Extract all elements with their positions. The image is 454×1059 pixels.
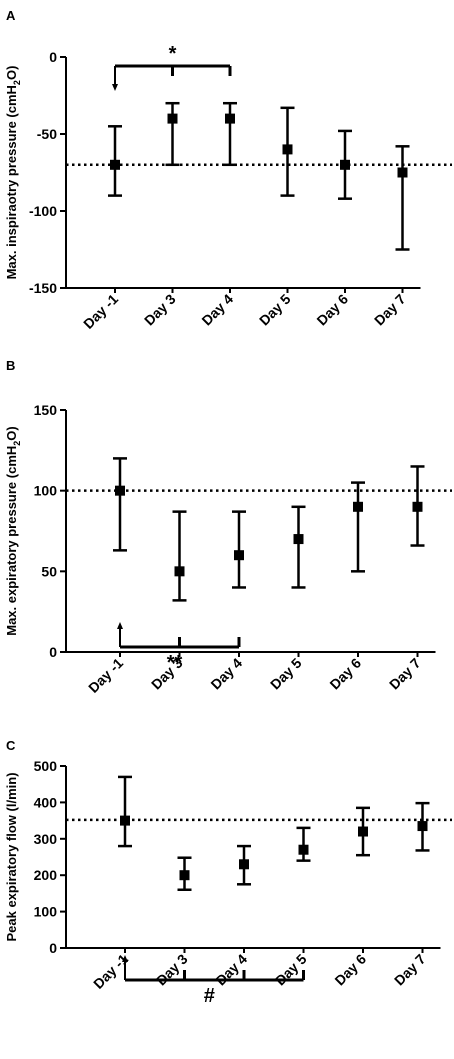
data-point (293, 534, 304, 545)
annotation-arrowhead (112, 84, 118, 91)
data-point (174, 566, 185, 577)
annotation-arrowhead (122, 955, 128, 962)
data-point (340, 159, 350, 170)
y-tick-label: -100 (29, 203, 57, 219)
x-tick-label: Day 5 (256, 291, 294, 329)
y-axis-title-main: Max. inspiraotry pressure (cmH (4, 85, 19, 279)
y-axis-title-tail: O) (4, 426, 19, 440)
panel-letter: C (6, 738, 16, 753)
x-tick-label: Day 5 (267, 655, 305, 693)
data-point (115, 485, 125, 496)
data-point (358, 826, 368, 837)
x-tick-label: Day -1 (85, 655, 126, 696)
annotation-arrowhead (117, 622, 123, 629)
y-axis-title: Peak expiratory flow (l/min) (4, 772, 19, 941)
data-point (412, 501, 423, 512)
data-point (298, 844, 309, 855)
chart-panel-a: A 0 -50 -100 -150 Day -1 Day 3 Day 4 Day 5 Day 6 D… (4, 8, 452, 332)
x-tick-label: Day 7 (371, 291, 409, 329)
y-tick-label: 0 (49, 940, 57, 956)
x-tick-label: Day 7 (391, 951, 429, 989)
data-point (239, 859, 249, 870)
y-tick-label: -50 (37, 126, 57, 142)
x-tick-label: Day 6 (326, 655, 364, 693)
y-tick-label: 300 (34, 831, 58, 847)
data-point (282, 144, 293, 155)
y-tick-label: 100 (34, 904, 58, 920)
panel-letter: A (6, 8, 16, 23)
data-point (110, 159, 120, 170)
y-tick-label: 200 (34, 867, 58, 883)
y-tick-label: 500 (34, 758, 58, 774)
y-tick-label: 0 (49, 49, 57, 65)
panel-letter: B (6, 358, 15, 373)
y-tick-label: 400 (34, 794, 58, 810)
x-tick-label: Day 6 (331, 951, 369, 989)
y-axis-title-subscript: 2 (12, 80, 22, 85)
x-tick-label: Day -1 (80, 291, 121, 332)
x-tick-label: Day 4 (198, 291, 236, 329)
y-axis-title: Max. expiratory pressure (cmH2O) (4, 426, 22, 636)
y-tick-label: 150 (34, 402, 58, 418)
x-tick-label: Day 7 (386, 655, 424, 693)
y-tick-label: 100 (34, 483, 58, 499)
x-tick-label: Day 3 (141, 291, 179, 329)
y-axis-title-tail: O) (4, 66, 19, 80)
annotation-label: # (204, 985, 215, 1007)
x-tick-label: Day 5 (272, 951, 310, 989)
y-axis-title-main: Peak expiratory flow (l/min) (4, 772, 19, 941)
annotation-label: * (169, 43, 177, 65)
y-tick-label: -150 (29, 280, 57, 296)
y-tick-label: 0 (49, 644, 57, 660)
data-point (167, 113, 178, 124)
data-point (225, 113, 235, 124)
x-tick-label: Day 6 (313, 291, 351, 329)
data-point (120, 815, 130, 826)
y-axis-title: Max. inspiraotry pressure (cmH2O) (4, 66, 22, 280)
data-point (353, 501, 363, 512)
x-tick-label: Day 4 (212, 951, 250, 989)
x-tick-label: Day 3 (153, 951, 191, 989)
y-axis-title-subscript: 2 (12, 441, 22, 446)
data-point (417, 821, 428, 832)
data-point (234, 550, 244, 561)
annotation-label: ** (167, 652, 183, 674)
data-point (397, 167, 408, 178)
y-axis-title-main: Max. expiratory pressure (cmH (4, 446, 19, 636)
x-tick-label: Day 4 (207, 655, 245, 693)
data-point (179, 870, 190, 881)
y-tick-label: 50 (41, 563, 57, 579)
